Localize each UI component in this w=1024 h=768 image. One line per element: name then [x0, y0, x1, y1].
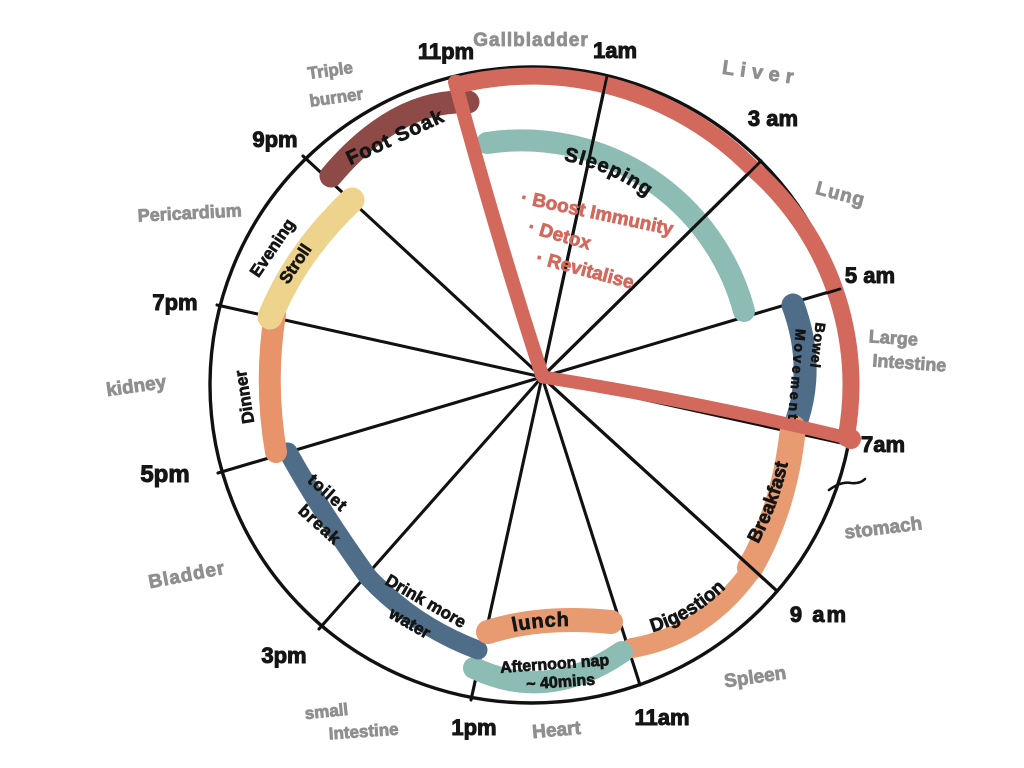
svg-text:3 am: 3 am: [748, 106, 798, 131]
svg-text:~ 40mins: ~ 40mins: [526, 672, 596, 694]
svg-text:9 am: 9 am: [790, 602, 848, 627]
svg-text:Intestine: Intestine: [872, 350, 947, 375]
svg-text:1am: 1am: [593, 38, 637, 63]
svg-text:1pm: 1pm: [451, 715, 496, 740]
svg-text:Pericardium: Pericardium: [137, 200, 242, 225]
svg-text:Large: Large: [868, 326, 918, 349]
svg-text:5 am: 5 am: [845, 263, 895, 288]
svg-text:11am: 11am: [634, 705, 689, 730]
svg-text:7pm: 7pm: [152, 290, 197, 315]
svg-text:Bowel: Bowel: [807, 322, 829, 370]
svg-text:7am: 7am: [861, 432, 905, 457]
svg-text:9pm: 9pm: [252, 127, 297, 152]
svg-text:Movement: Movement: [785, 328, 809, 422]
svg-text:5pm: 5pm: [140, 461, 189, 488]
svg-text:3pm: 3pm: [261, 643, 306, 668]
svg-text:Heart: Heart: [531, 718, 582, 743]
svg-text:11pm: 11pm: [418, 39, 474, 64]
svg-text:Gallbladder: Gallbladder: [473, 30, 589, 51]
svg-text:stomach: stomach: [843, 513, 923, 543]
